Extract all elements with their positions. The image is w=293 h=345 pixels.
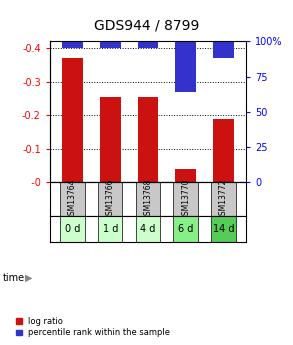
Bar bbox=[136, 216, 160, 241]
Text: GDS944 / 8799: GDS944 / 8799 bbox=[94, 19, 199, 33]
Bar bbox=[62, 58, 83, 182]
Bar bbox=[100, 41, 121, 48]
Bar bbox=[173, 216, 198, 241]
Text: 0 d: 0 d bbox=[65, 224, 80, 234]
Bar bbox=[98, 182, 122, 216]
Bar bbox=[62, 41, 83, 48]
Bar bbox=[175, 41, 196, 92]
Legend: log ratio, percentile rank within the sample: log ratio, percentile rank within the sa… bbox=[16, 317, 171, 337]
Bar bbox=[213, 119, 234, 182]
Text: GSM13764: GSM13764 bbox=[68, 178, 77, 220]
Bar bbox=[138, 41, 158, 48]
Bar bbox=[98, 216, 122, 241]
Bar bbox=[211, 216, 236, 241]
Bar bbox=[100, 97, 121, 182]
Text: GSM13772: GSM13772 bbox=[219, 179, 228, 220]
Text: GSM13768: GSM13768 bbox=[144, 179, 152, 220]
Text: 6 d: 6 d bbox=[178, 224, 193, 234]
Bar bbox=[211, 182, 236, 216]
Text: time: time bbox=[3, 273, 25, 283]
Bar bbox=[60, 182, 85, 216]
Bar bbox=[136, 182, 160, 216]
Text: 14 d: 14 d bbox=[213, 224, 234, 234]
Text: 4 d: 4 d bbox=[140, 224, 156, 234]
Text: GSM13766: GSM13766 bbox=[106, 178, 115, 220]
Text: 1 d: 1 d bbox=[103, 224, 118, 234]
Bar bbox=[213, 41, 234, 58]
Bar bbox=[173, 182, 198, 216]
Bar bbox=[138, 97, 158, 182]
Text: ▶: ▶ bbox=[25, 273, 33, 283]
Text: GSM13770: GSM13770 bbox=[181, 178, 190, 220]
Bar bbox=[175, 169, 196, 182]
Bar bbox=[60, 216, 85, 241]
